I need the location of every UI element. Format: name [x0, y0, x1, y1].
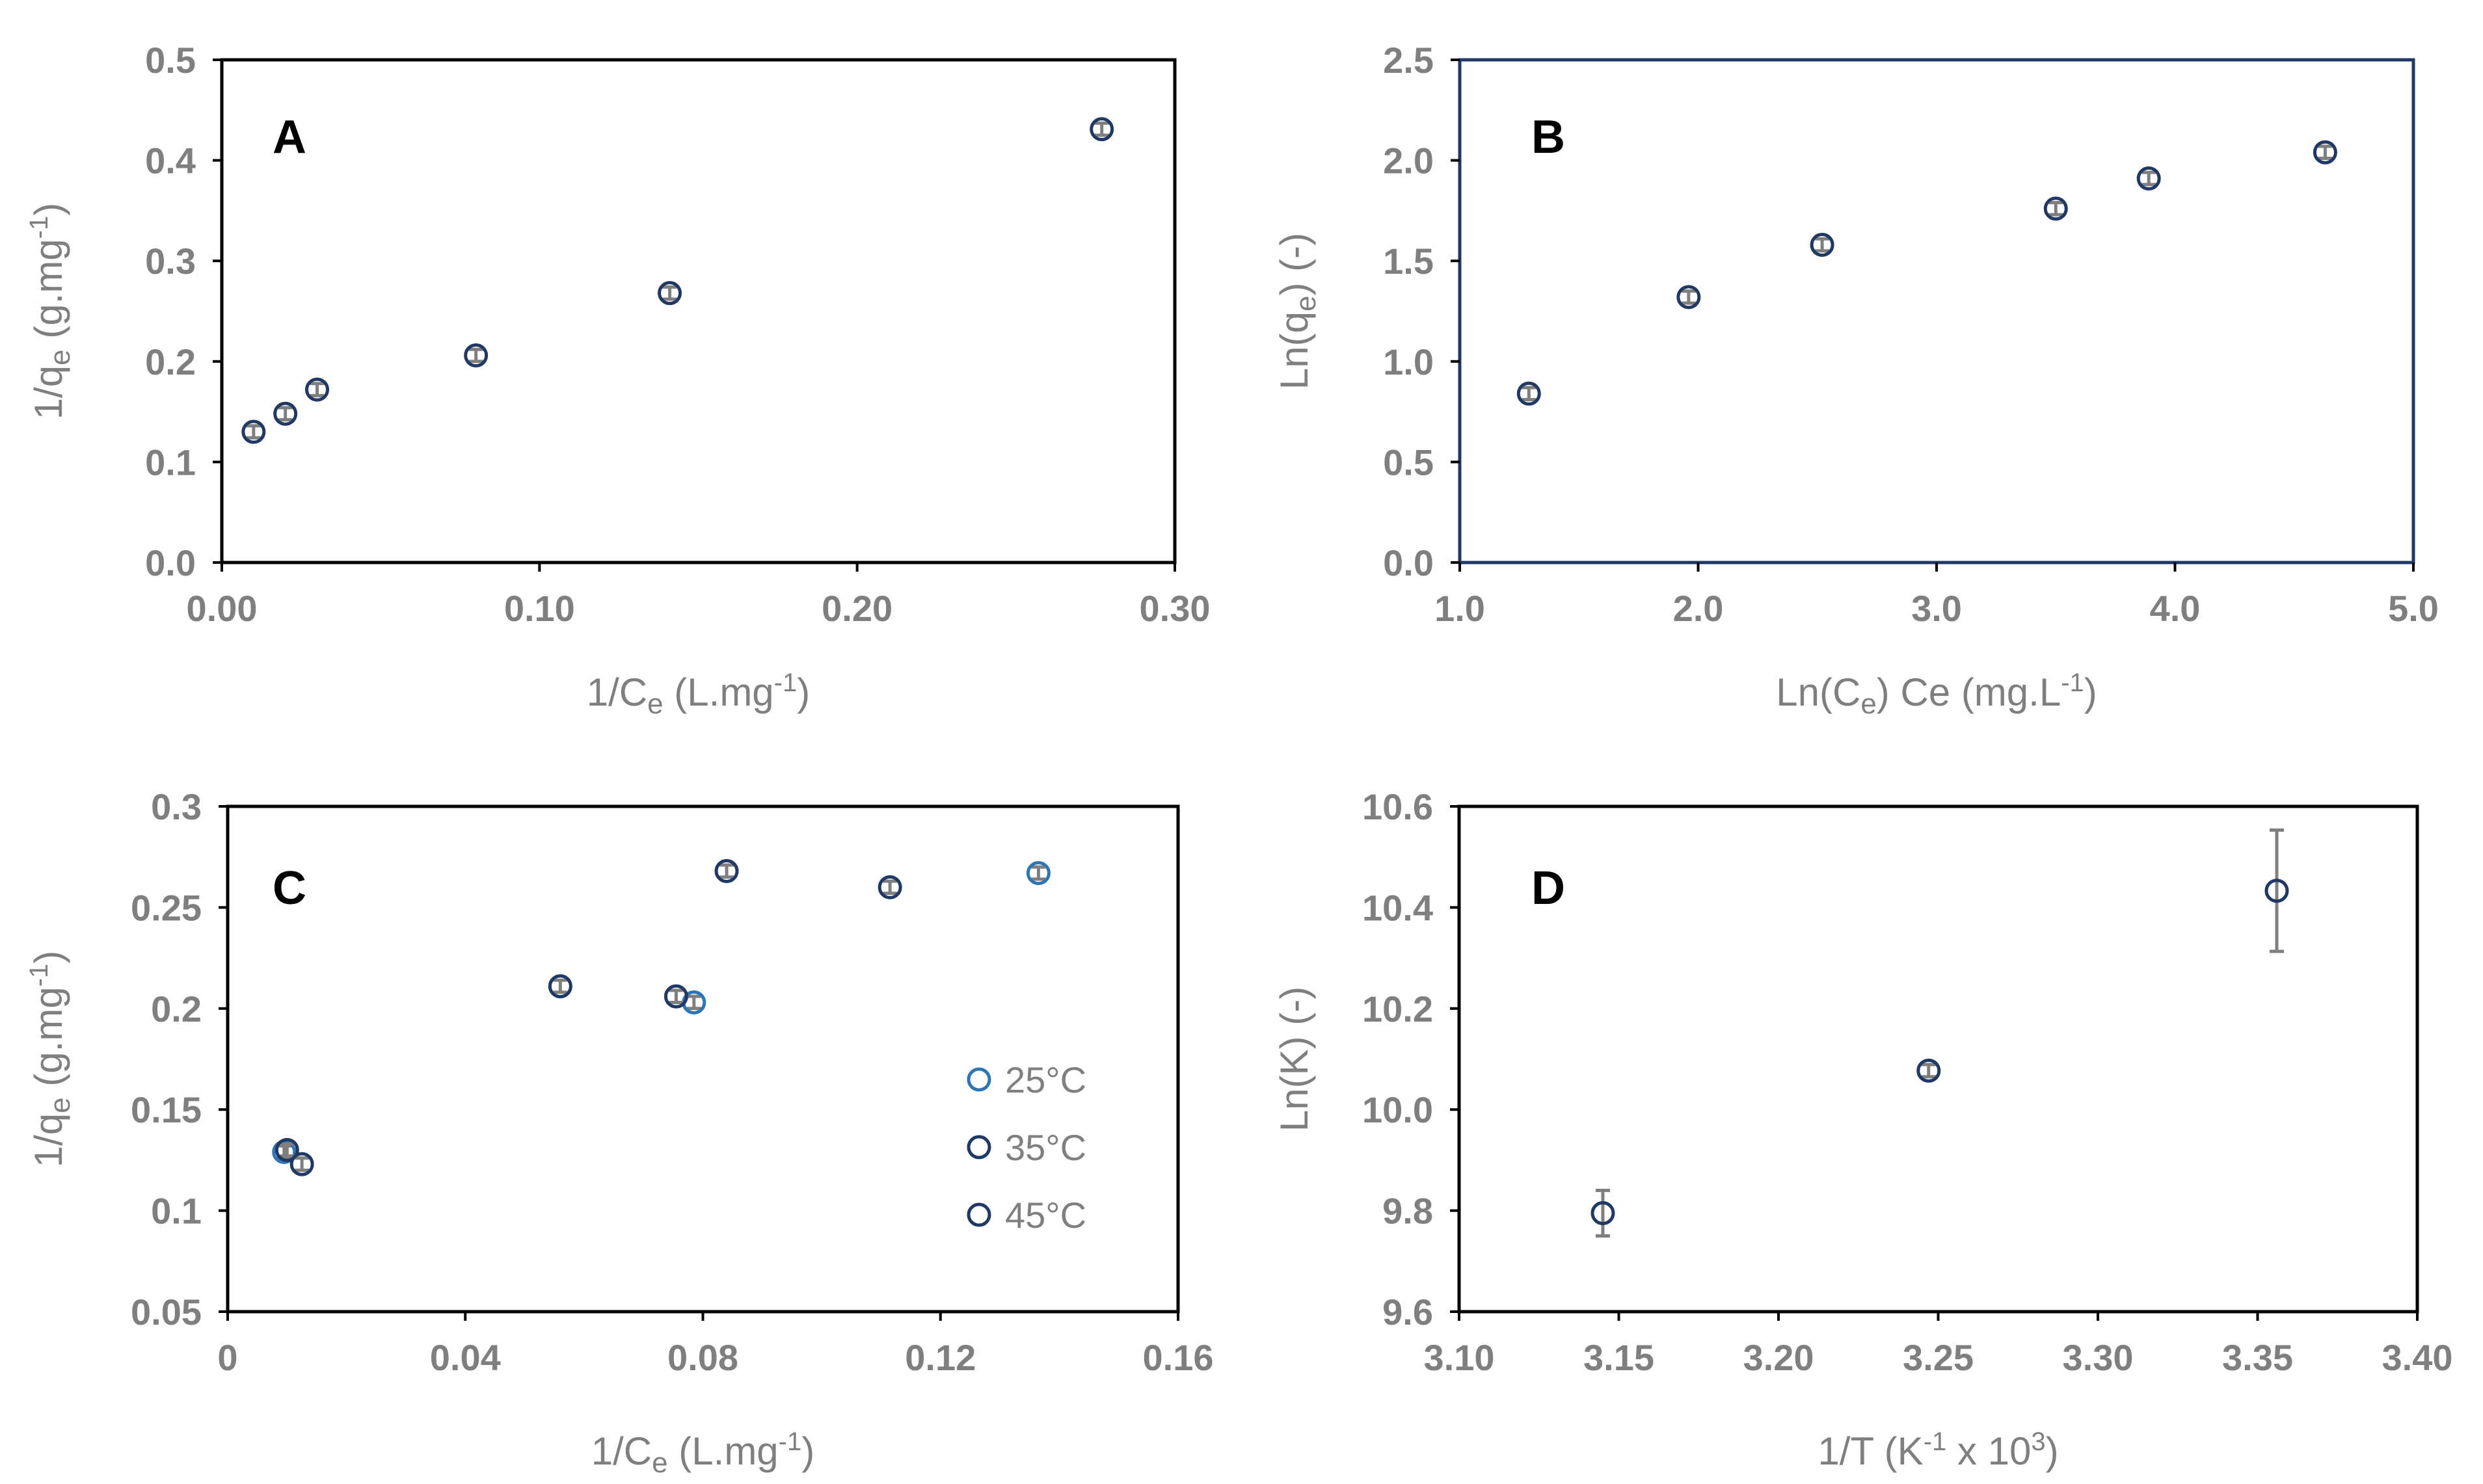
panel-c-data-point	[275, 1137, 299, 1162]
panel-b-y-tick-label: 0.5	[1383, 442, 1434, 483]
panel-d-x-tick-label: 3.25	[1903, 1337, 1974, 1378]
panel-d-data-point	[2264, 879, 2289, 903]
panel-c-legend-marker	[967, 1135, 991, 1159]
panel-a-x-tick-label: 0.30	[1140, 588, 1211, 629]
panel-c-y-tick-label: 0.05	[131, 1292, 202, 1332]
panel-d-y-tick-label: 10.6	[1362, 786, 1433, 827]
panel-c-x-tick-label: 0	[217, 1337, 237, 1378]
panel-b-x-tick-label: 5.0	[2388, 588, 2439, 629]
panel-a-x-tick-label: 0.00	[187, 588, 258, 629]
panel-a-plot-frame	[220, 58, 1177, 564]
panel-a-x-tick-label: 0.10	[504, 588, 575, 629]
panel-a-y-tick-label: 0.0	[145, 542, 196, 583]
panel-d-data-point	[1590, 1200, 1615, 1225]
panel-c-y-tick-label: 0.25	[131, 887, 202, 928]
panel-c-data-point	[548, 974, 572, 999]
panel-c-y-tick-label: 0.2	[151, 988, 202, 1029]
panel-b-x-tick-label: 2.0	[1673, 588, 1724, 629]
panel-d: 3.10 3.15 3.20 3.25 3.30 3.35 3.40 9.6 9.8 10.0 10…	[1272, 786, 2453, 1473]
panel-b-data-point	[1516, 381, 1541, 406]
panel-d-y-tick-label: 10.0	[1362, 1089, 1433, 1130]
panel-a: 0.00 0.10 0.20 0.30 0.0 0.1 0.2 0.3 0.4 0.5 1/Ce (…	[25, 40, 1211, 720]
panel-b-y-tick-label: 1.0	[1383, 341, 1434, 382]
panel-d-data-point	[1916, 1058, 1941, 1083]
panel-c-y-axis-title: 1/qe (g.mg-1)	[25, 951, 76, 1168]
panel-c-data-point	[664, 984, 688, 1009]
panel-b-y-axis-title: Ln(qe) (-)	[1272, 233, 1322, 390]
panel-b-data-point	[2313, 140, 2337, 165]
panel-a-letter: A	[273, 111, 306, 163]
panel-c: 0 0.04 0.08 0.12 0.16 0.05 0.1 0.15 0.2 0.25 0.3 1/…	[25, 786, 1214, 1479]
panel-a-data-point	[241, 419, 266, 444]
panel-b-y-tick-label: 0.0	[1383, 542, 1434, 583]
panel-a-y-tick-label: 0.4	[145, 140, 196, 181]
panel-c-data-point	[878, 875, 902, 899]
panel-c-data-point	[1026, 861, 1051, 886]
panel-c-legend-label: 25°C	[1005, 1059, 1086, 1100]
panel-b-data-point	[1676, 285, 1701, 310]
panel-a-data-point	[273, 401, 298, 426]
panel-b-x-tick-label: 4.0	[2150, 588, 2201, 629]
panel-c-data-point	[289, 1152, 314, 1176]
panel-c-legend-label: 45°C	[1005, 1195, 1086, 1236]
panel-a-data-point	[658, 281, 682, 306]
panel-b-data-point	[1810, 232, 1834, 257]
panel-a-y-tick-label: 0.2	[145, 341, 196, 382]
panel-a-data-point	[305, 377, 329, 402]
panel-d-x-axis-title: 1/T (K-1 x 103)	[1818, 1427, 2058, 1473]
panel-b-y-tick-label: 2.5	[1383, 40, 1434, 81]
panel-d-x-tick-label: 3.20	[1743, 1337, 1814, 1378]
panel-d-x-tick-label: 3.40	[2382, 1337, 2453, 1378]
panel-b-data-point	[2136, 166, 2161, 191]
panel-a-y-tick-label: 0.5	[145, 40, 196, 81]
panel-c-data-point	[714, 858, 739, 883]
panel-b-x-axis-title: Ln(Ce) Ce (mg.L-1)	[1776, 669, 2097, 720]
panel-c-x-tick-label: 0.16	[1143, 1337, 1214, 1378]
panel-a-y-tick-label: 0.1	[145, 442, 196, 483]
panel-c-letter: C	[273, 862, 306, 914]
panel-a-data-point	[1090, 117, 1114, 142]
panel-d-x-tick-label: 3.35	[2222, 1337, 2293, 1378]
panel-c-x-axis-title: 1/Ce (L.mg-1)	[591, 1427, 814, 1479]
panel-c-legend-marker	[967, 1067, 991, 1092]
panel-a-y-axis-title: 1/qe (g.mg-1)	[25, 203, 76, 420]
panel-c-x-tick-label: 0.12	[905, 1337, 976, 1378]
panel-c-x-tick-label: 0.04	[430, 1337, 501, 1378]
panel-c-legend-marker	[967, 1202, 991, 1227]
panel-a-x-axis-title: 1/Ce (L.mg-1)	[587, 669, 810, 720]
panel-a-x-tick-label: 0.20	[822, 588, 893, 629]
panel-d-y-tick-label: 10.4	[1362, 887, 1433, 928]
panel-c-y-tick-label: 0.1	[151, 1191, 202, 1232]
panel-b-x-tick-label: 3.0	[1911, 588, 1962, 629]
panel-b-y-tick-label: 2.0	[1383, 140, 1434, 181]
panel-c-y-tick-label: 0.3	[151, 786, 202, 827]
panel-b-data-point	[2043, 196, 2068, 221]
panel-b-y-tick-label: 1.5	[1383, 241, 1434, 282]
panel-d-letter: D	[1531, 862, 1565, 914]
panel-d-x-tick-label: 3.10	[1424, 1337, 1495, 1378]
panel-d-y-tick-label: 10.2	[1362, 988, 1433, 1029]
panel-b-letter: B	[1531, 111, 1565, 163]
panel-d-y-axis-title: Ln(K) (-)	[1272, 987, 1316, 1132]
panel-d-y-tick-label: 9.8	[1382, 1191, 1433, 1232]
panel-a-y-tick-label: 0.3	[145, 241, 196, 282]
panel-c-y-tick-label: 0.15	[131, 1089, 202, 1130]
panel-b: 1.0 2.0 3.0 4.0 5.0 0.0 0.5 1.0 1.5 2.0 2.5 Ln(Ce) …	[1272, 40, 2439, 720]
panel-d-y-tick-label: 9.6	[1382, 1292, 1433, 1332]
panel-d-x-tick-label: 3.15	[1583, 1337, 1654, 1378]
panel-a-data-point	[464, 343, 489, 368]
panel-c-x-tick-label: 0.08	[667, 1337, 738, 1378]
panel-d-x-tick-label: 3.30	[2063, 1337, 2134, 1378]
panel-b-x-tick-label: 1.0	[1434, 588, 1485, 629]
panel-c-legend-label: 35°C	[1005, 1127, 1086, 1168]
